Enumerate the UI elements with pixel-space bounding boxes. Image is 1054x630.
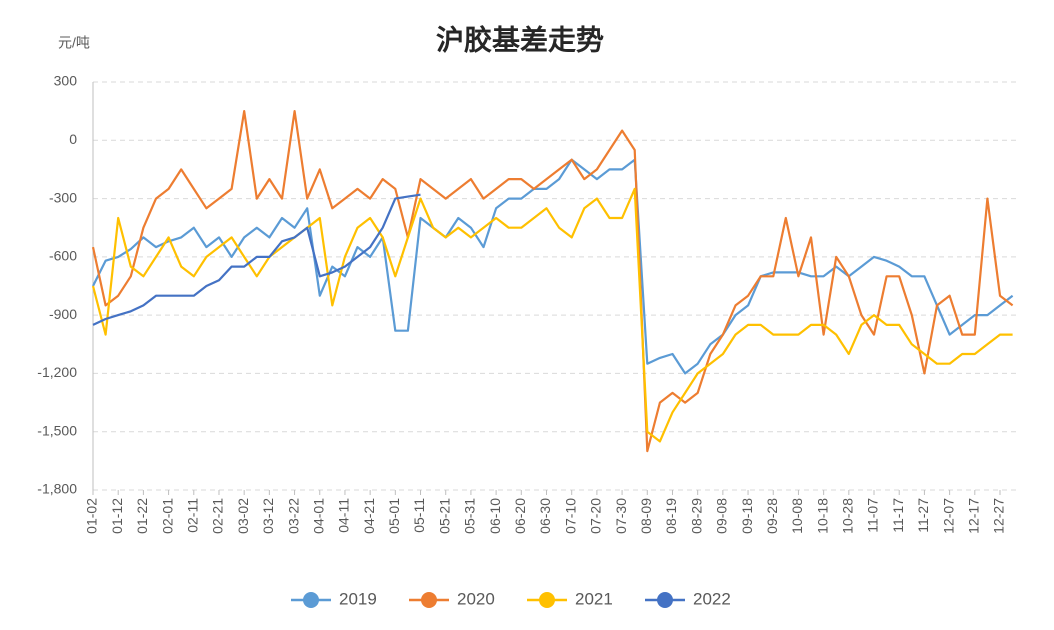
x-tick-label: 05-11 [411, 498, 427, 533]
x-tick-label: 03-12 [260, 498, 276, 534]
series-line [92, 193, 421, 326]
x-tick-label: 02-21 [210, 498, 226, 534]
x-tick-label: 07-30 [613, 498, 629, 534]
x-tick-label: 11-17 [890, 498, 906, 533]
x-tick-label: 08-09 [638, 498, 654, 534]
x-tick-label: 05-01 [386, 498, 402, 534]
series-line [92, 158, 1014, 375]
series-line [91, 187, 1013, 443]
y-tick-label: -300 [49, 189, 77, 205]
x-tick-label: 06-30 [537, 498, 553, 534]
x-tick-label: 09-28 [764, 498, 780, 534]
y-tick-label: -900 [49, 306, 77, 322]
y-tick-label: 300 [54, 73, 78, 89]
legend-marker [303, 592, 319, 608]
x-tick-label: 04-11 [336, 498, 352, 533]
x-tick-label: 10-28 [840, 498, 856, 534]
legend-label: 2020 [457, 589, 495, 608]
legend-label: 2019 [339, 589, 377, 608]
x-tick-label: 12-27 [991, 498, 1007, 534]
x-tick-label: 02-11 [184, 498, 200, 533]
x-tick-label: 07-10 [562, 498, 578, 534]
x-tick-label: 08-29 [688, 498, 704, 534]
series-line [91, 110, 1014, 453]
x-tick-label: 09-18 [739, 498, 755, 534]
x-tick-label: 01-02 [84, 498, 100, 534]
x-tick-label: 10-08 [789, 498, 805, 534]
y-tick-label: -1,200 [37, 364, 77, 380]
chart-title: 沪胶基差走势 [436, 23, 604, 55]
y-tick-label: -1,800 [37, 481, 77, 497]
x-tick-label: 10-18 [814, 498, 830, 534]
x-tick-label: 06-10 [487, 498, 503, 534]
x-tick-label: 08-19 [663, 498, 679, 534]
x-tick-label: 05-31 [462, 498, 478, 534]
x-tick-label: 06-20 [512, 498, 528, 534]
legend-label: 2022 [693, 589, 731, 608]
x-tick-label: 09-08 [714, 498, 730, 534]
y-tick-label: -600 [49, 248, 77, 264]
x-tick-label: 11-07 [865, 498, 881, 533]
x-tick-label: 01-12 [109, 498, 125, 534]
x-tick-label: 11-27 [915, 498, 931, 533]
legend-label: 2021 [575, 589, 613, 608]
x-tick-label: 12-07 [940, 498, 956, 534]
x-tick-label: 03-22 [285, 498, 301, 534]
x-tick-label: 01-22 [134, 498, 150, 534]
legend-marker [421, 592, 437, 608]
x-tick-label: 02-01 [159, 498, 175, 534]
y-axis-label: 元/吨 [58, 35, 90, 51]
x-tick-label: 07-20 [588, 498, 604, 534]
legend-marker [539, 592, 555, 608]
legend-marker [657, 592, 673, 608]
x-tick-label: 05-21 [436, 498, 452, 534]
x-tick-label: 04-21 [361, 498, 377, 534]
x-tick-label: 12-17 [966, 498, 982, 534]
y-tick-label: -1,500 [37, 422, 77, 438]
y-tick-label: 0 [69, 131, 77, 147]
x-tick-label: 04-01 [310, 498, 326, 534]
x-tick-label: 03-02 [235, 498, 251, 534]
